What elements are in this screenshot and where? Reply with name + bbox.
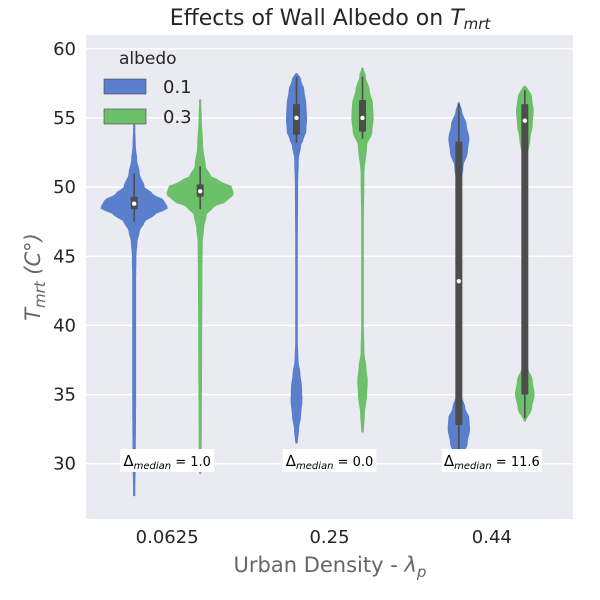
violin-0.1-0.44 [447,102,470,471]
violin-body [166,99,234,474]
violin-median-dot [456,278,462,284]
legend-swatch-0.3 [103,108,147,125]
y-axis-ticks: 30 35 40 45 50 55 60 [53,39,76,475]
violin-median-dot [360,115,365,121]
legend: albedo 0.1 0.3 [103,49,192,128]
violin-median-dot [522,118,528,123]
y-tick-label: 30 [53,454,76,475]
delta-median-annotation: Δmedian = 1.0 [120,449,215,472]
annotation-box [441,449,542,472]
violin-iqr-box [521,104,529,395]
violin-body [286,73,307,444]
legend-title: albedo [119,49,177,69]
y-tick-label: 60 [53,39,76,60]
annotation-text: Δmedian = 0.0 [286,452,374,472]
violin-body [100,124,168,497]
y-tick-label: 45 [53,246,76,267]
y-tick-label: 55 [53,108,76,129]
violin-median-dot [197,189,203,194]
x-tick-label: 0.25 [309,527,349,548]
annotation-box [282,449,377,472]
annotation-text: Δmedian = 11.6 [444,452,540,472]
x-axis-label: Urban Density - λp [234,553,427,581]
chart-title: Effects of Wall Albedo on Tmrt [170,6,492,33]
violin-0.3-0.0625 [166,99,234,474]
violin-0.1-0.25 [286,73,307,444]
annotation-box [120,449,215,472]
legend-swatch-0.1 [103,78,147,95]
annotations: Δmedian = 1.0 Δmedian = 0.0 Δmedian = 11.6 [120,449,542,472]
violin-0.3-0.44 [514,85,535,422]
legend-label-0.3: 0.3 [163,107,192,128]
delta-median-annotation: Δmedian = 0.0 [282,449,377,472]
y-tick-label: 50 [53,177,76,198]
y-tick-label: 35 [53,385,76,406]
violin-body [351,67,374,433]
violin-median-dot [294,115,299,121]
y-axis-label: Tmrt (C°) [21,233,49,321]
y-tick-label: 40 [53,315,76,336]
annotation-text: Δmedian = 1.0 [123,452,211,472]
plot-background [86,35,573,519]
x-tick-label: 0.44 [472,527,512,548]
x-axis-ticks: 0.0625 0.25 0.44 [136,527,512,548]
grid-lines [86,48,573,465]
delta-median-annotation: Δmedian = 11.6 [441,449,542,472]
violin-median-dot [131,201,137,206]
violins [100,67,535,497]
violin-0.3-0.25 [351,67,374,433]
x-tick-label: 0.0625 [136,527,199,548]
legend-label-0.1: 0.1 [163,77,192,98]
violin-0.1-0.0625 [100,124,168,497]
